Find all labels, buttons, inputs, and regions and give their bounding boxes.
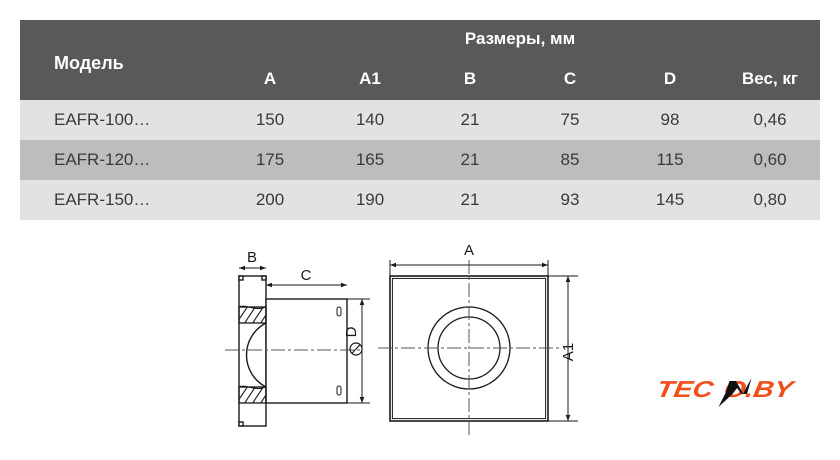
svg-text:B: B	[247, 249, 257, 266]
svg-text:A1: A1	[560, 343, 577, 361]
svg-text:D: D	[343, 326, 360, 337]
svg-text:TEC: TEC	[658, 377, 716, 402]
svg-text:A: A	[464, 242, 474, 259]
svg-text:C: C	[301, 267, 312, 284]
